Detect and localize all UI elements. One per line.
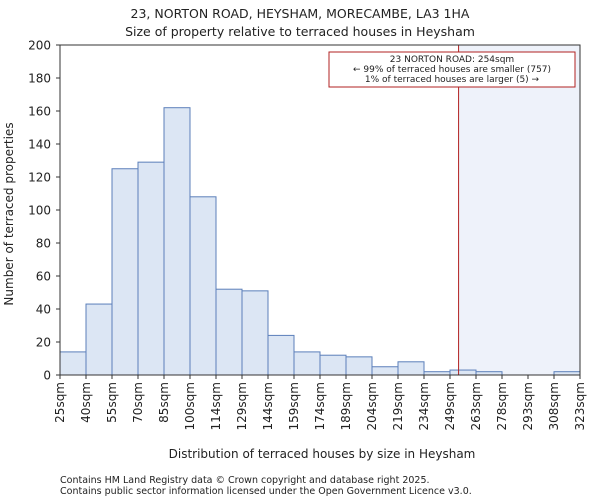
highlight-region xyxy=(458,45,580,375)
chart-title-line2: Size of property relative to terraced ho… xyxy=(125,24,475,39)
y-tick-label: 80 xyxy=(36,237,51,251)
footer-line2: Contains public sector information licen… xyxy=(60,486,472,497)
x-tick-label: 234sqm xyxy=(417,382,431,430)
x-tick-label: 249sqm xyxy=(443,382,457,430)
bar-204sqm xyxy=(371,366,399,376)
bar-114sqm xyxy=(215,288,243,376)
bars-group xyxy=(59,107,581,376)
y-tick-label: 60 xyxy=(36,270,51,284)
x-tick-label: 55sqm xyxy=(105,382,119,423)
y-axis-label: Number of terraced properties xyxy=(2,122,16,305)
bar-249sqm xyxy=(449,369,477,376)
x-axis-label: Distribution of terraced houses by size … xyxy=(169,447,476,461)
x-tick-label: 40sqm xyxy=(79,382,93,423)
x-tick-label: 70sqm xyxy=(131,382,145,423)
bar-100sqm xyxy=(189,196,217,376)
x-tick-label: 159sqm xyxy=(287,382,301,430)
y-tick-label: 0 xyxy=(43,369,51,383)
x-axis-ticks: 25sqm 40sqm 55sqm 70sqm 85sqm 100sqm 114sqm 129… xyxy=(53,375,587,430)
y-axis-ticks: 0 20 40 60 80 100 120 140 160 180 200 xyxy=(28,39,60,383)
x-tick-label: 278sqm xyxy=(495,382,509,430)
bar-70sqm xyxy=(137,161,165,376)
x-tick-label: 129sqm xyxy=(235,382,249,430)
x-tick-label: 25sqm xyxy=(53,382,67,423)
chart-title-line1: 23, NORTON ROAD, HEYSHAM, MORECAMBE, LA3… xyxy=(131,6,470,21)
y-tick-label: 40 xyxy=(36,303,51,317)
annotation-line2: ← 99% of terraced houses are smaller (75… xyxy=(353,65,551,75)
x-tick-label: 114sqm xyxy=(209,382,223,430)
y-tick-label: 20 xyxy=(36,336,51,350)
x-tick-label: 308sqm xyxy=(547,382,561,430)
annotation-box-frame xyxy=(328,51,576,88)
x-tick-label: 204sqm xyxy=(365,382,379,430)
footer-line1: Contains HM Land Registry data © Crown c… xyxy=(60,475,430,486)
y-tick-label: 200 xyxy=(28,39,51,53)
bar-129sqm xyxy=(241,290,269,376)
bar-55sqm xyxy=(111,168,139,376)
x-tick-label: 189sqm xyxy=(339,382,353,430)
bar-40sqm xyxy=(85,303,113,376)
y-tick-label: 100 xyxy=(28,204,51,218)
x-tick-label: 323sqm xyxy=(573,382,587,430)
x-tick-label: 85sqm xyxy=(157,382,171,423)
annotation-box: 23 NORTON ROAD: 254sqm ← 99% of terraced… xyxy=(328,51,576,88)
x-tick-label: 263sqm xyxy=(469,382,483,430)
x-tick-label: 144sqm xyxy=(261,382,275,430)
bar-159sqm xyxy=(293,351,321,376)
y-tick-label: 180 xyxy=(28,72,51,86)
x-tick-label: 293sqm xyxy=(521,382,535,430)
x-tick-label: 219sqm xyxy=(391,382,405,430)
annotation-line1: 23 NORTON ROAD: 254sqm xyxy=(390,55,514,65)
x-tick-label: 100sqm xyxy=(183,382,197,430)
bar-85sqm xyxy=(163,107,191,376)
x-tick-label: 174sqm xyxy=(313,382,327,430)
bar-25sqm xyxy=(59,351,87,376)
y-tick-label: 120 xyxy=(28,171,51,185)
y-tick-label: 140 xyxy=(28,138,51,152)
annotation-line3: 1% of terraced houses are larger (5) → xyxy=(365,75,540,85)
bar-174sqm xyxy=(319,354,347,376)
y-tick-label: 160 xyxy=(28,105,51,119)
bar-144sqm xyxy=(267,334,295,376)
bar-219sqm xyxy=(397,361,425,376)
bar-189sqm xyxy=(345,356,373,376)
